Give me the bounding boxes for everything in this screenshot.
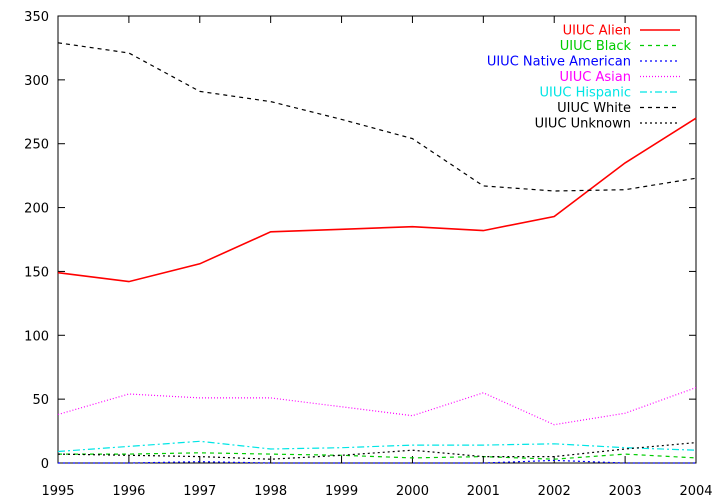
legend-label: UIUC Black — [560, 39, 632, 54]
x-tick-label: 2004 — [679, 484, 712, 499]
x-tick-label: 2001 — [467, 484, 500, 499]
y-tick-label: 250 — [24, 138, 49, 153]
y-tick-label: 150 — [24, 265, 49, 280]
legend-label: UIUC Unknown — [535, 117, 631, 132]
legend-label: UIUC Native American — [487, 55, 631, 70]
x-tick-label: 1998 — [254, 484, 287, 499]
x-tick-label: 1995 — [41, 484, 74, 499]
x-tick-label: 1997 — [183, 484, 216, 499]
x-tick-label: 2003 — [609, 484, 642, 499]
y-tick-label: 50 — [32, 393, 49, 408]
legend-label: UIUC Hispanic — [540, 86, 631, 101]
x-tick-label: 1999 — [325, 484, 358, 499]
y-tick-label: 350 — [24, 10, 49, 25]
plot-area-border — [57, 15, 697, 464]
y-tick-label: 300 — [24, 74, 49, 89]
series-line-3 — [57, 387, 697, 426]
x-tick-label: 1996 — [112, 484, 145, 499]
series-line-2 — [58, 459, 696, 464]
series-line-0 — [57, 117, 697, 283]
series-line-5 — [57, 42, 697, 192]
series-line-4 — [57, 440, 697, 453]
x-tick-label: 2002 — [538, 484, 571, 499]
y-tick-label: 0 — [41, 457, 49, 472]
legend-label: UIUC Alien — [563, 24, 631, 39]
series-line-6 — [57, 442, 697, 460]
y-tick-label: 200 — [24, 202, 49, 217]
legend-label: UIUC Asian — [559, 70, 631, 85]
y-tick-label: 100 — [24, 329, 49, 344]
series-line-1 — [58, 452, 697, 460]
legend-label: UIUC White — [557, 101, 631, 116]
x-tick-label: 2000 — [396, 484, 429, 499]
